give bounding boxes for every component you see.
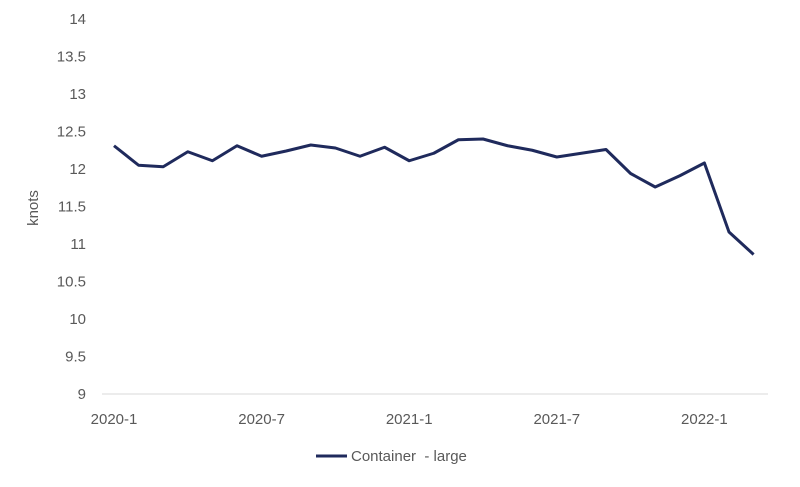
y-tick-label: 10.5	[57, 274, 86, 291]
y-tick-label: 9.5	[65, 349, 86, 366]
y-tick-label: 13	[69, 86, 86, 103]
y-tick-label: 10	[69, 311, 86, 328]
legend: Container - large	[316, 448, 467, 465]
y-tick-label: 11	[70, 236, 86, 253]
y-axis-label: knots	[25, 190, 42, 226]
x-tick-label: 2021-7	[533, 411, 580, 428]
y-tick-label: 14	[69, 11, 86, 28]
y-tick-label: 13.5	[57, 49, 86, 66]
x-tick-label: 2020-1	[91, 411, 138, 428]
x-tick-label: 2022-1	[681, 411, 728, 428]
series-line	[113, 137, 755, 256]
y-tick-label: 9	[78, 386, 86, 403]
x-tick-label: 2021-1	[386, 411, 433, 428]
y-tick-label: 12.5	[57, 124, 86, 141]
y-tick-label: 12	[69, 161, 86, 178]
x-tick-label: 2020-7	[238, 411, 285, 428]
x-axis-ticks: 2020-1 2020-7 2021-1 2021-7 2022-1	[91, 411, 728, 428]
y-tick-label: 11.5	[58, 199, 86, 216]
y-axis-ticks: 9 9.5 10 10.5 11 11.5 12 12.5 13 13.5 14	[57, 11, 86, 403]
legend-label: Container - large	[351, 448, 467, 465]
